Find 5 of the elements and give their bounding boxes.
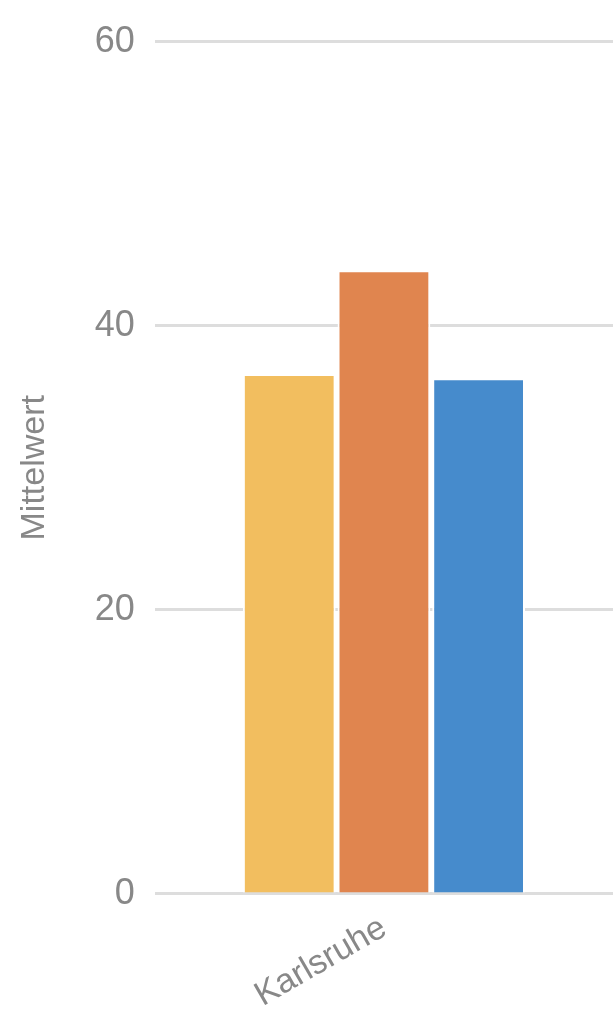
y-tick-label: 60 [94,18,135,60]
y-tick-label: 20 [94,586,135,628]
y-axis-title: Mittelwert [12,394,51,541]
y-tick-label: 0 [114,870,135,912]
y-tick-label: 40 [94,302,135,344]
